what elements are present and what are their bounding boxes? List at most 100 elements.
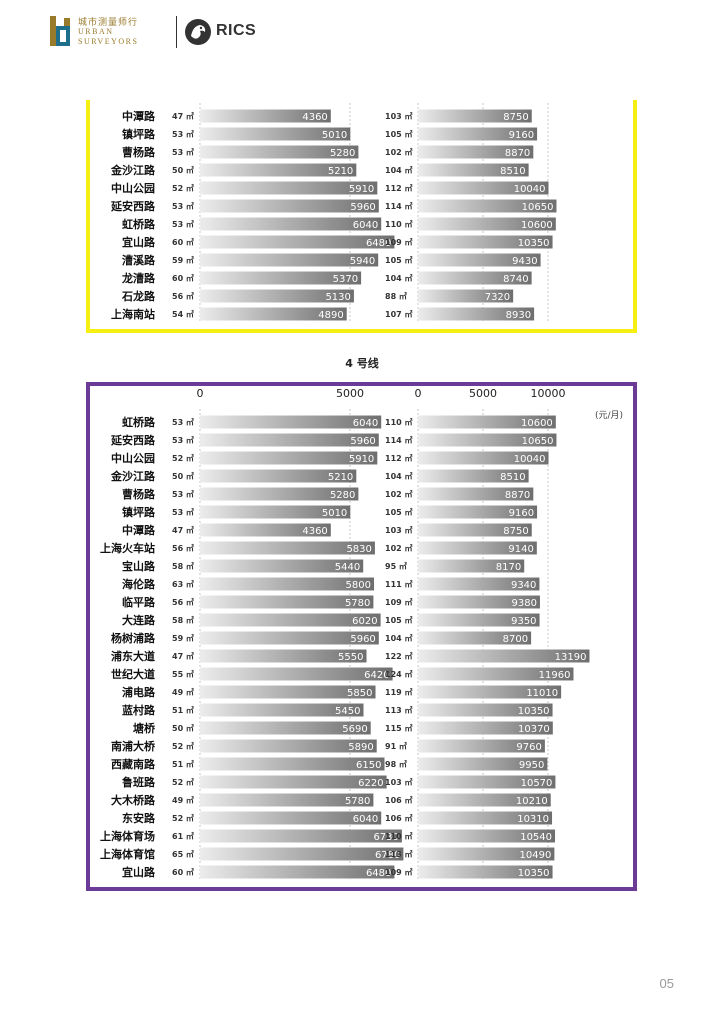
station-label: 中潭路: [122, 109, 156, 123]
data-label: 13190: [555, 652, 587, 663]
bar-right: [418, 217, 556, 231]
area-label: 47 ㎡: [172, 525, 194, 535]
station-label: 曹杨路: [122, 145, 156, 159]
bar-left: [200, 235, 395, 249]
bar-left: [200, 613, 381, 627]
data-label: 6730: [373, 832, 398, 843]
data-label: 6040: [353, 418, 378, 429]
bar-right: [418, 865, 553, 879]
bar-right: [418, 181, 549, 195]
area-label: 59 ㎡: [172, 255, 194, 265]
area-label: 47 ㎡: [172, 651, 194, 661]
data-label: 11960: [539, 670, 571, 681]
data-label: 5130: [325, 292, 350, 303]
data-label: 4890: [318, 310, 343, 321]
tick-label: 0: [415, 387, 422, 400]
bar-right: [418, 109, 532, 123]
right-area-label: 98 ㎡: [385, 759, 407, 769]
data-label: 10600: [521, 418, 553, 429]
data-label: 10310: [517, 814, 549, 825]
right-area-label: 115 ㎡: [385, 723, 412, 733]
data-label: 10210: [516, 796, 548, 807]
station-label: 大连路: [122, 613, 156, 627]
area-label: 53 ㎡: [172, 489, 194, 499]
station-label: 曹杨路: [122, 487, 156, 501]
station-label: 杨树浦路: [111, 631, 156, 645]
bar-right: [418, 451, 549, 465]
tick-label: 5000: [336, 387, 364, 400]
area-label: 53 ㎡: [172, 129, 194, 139]
right-area-label: 109 ㎡: [385, 597, 412, 607]
right-area-label: 109 ㎡: [385, 237, 412, 247]
area-label: 60 ㎡: [172, 273, 194, 283]
data-label: 5450: [335, 706, 360, 717]
chart-panel-top: [86, 100, 637, 333]
station-label: 金沙江路: [110, 469, 156, 483]
right-area-label: 106 ㎡: [385, 813, 412, 823]
bar-right: [418, 793, 551, 807]
bar-right: [418, 811, 553, 825]
area-label: 53 ㎡: [172, 507, 194, 517]
data-label: 5440: [335, 562, 360, 573]
data-label: 4360: [302, 112, 327, 123]
right-area-label: 103 ㎡: [385, 777, 412, 787]
bar-left: [200, 793, 374, 807]
bar-right: [418, 721, 553, 735]
area-label: 58 ㎡: [172, 561, 194, 571]
right-area-label: 122 ㎡: [385, 651, 412, 661]
bar-left: [200, 253, 379, 267]
unit-label: (元/月): [595, 410, 623, 421]
station-label: 上海火车站: [100, 541, 155, 555]
bar-left: [200, 199, 379, 213]
tick-label: 5000: [469, 387, 497, 400]
right-area-label: 111 ㎡: [385, 579, 412, 589]
bar-left: [200, 721, 371, 735]
station-label: 延安西路: [110, 433, 156, 447]
bar-left: [200, 703, 364, 717]
rics-logo: RICS: [184, 18, 334, 46]
station-label: 中山公园: [111, 451, 155, 465]
data-label: 9760: [516, 742, 541, 753]
bar-left: [200, 757, 385, 771]
urban-logo-mark-icon: [50, 16, 70, 46]
data-label: 5890: [348, 742, 373, 753]
right-area-label: 104 ㎡: [385, 633, 412, 643]
area-label: 53 ㎡: [172, 417, 194, 427]
right-area-label: 105 ㎡: [385, 507, 412, 517]
data-label: 5690: [342, 724, 367, 735]
data-label: 8870: [505, 148, 530, 159]
station-label: 宝山路: [122, 559, 156, 573]
page-number: 05: [659, 976, 674, 991]
data-label: 5780: [345, 796, 370, 807]
area-label: 54 ㎡: [172, 309, 194, 319]
data-label: 10570: [521, 778, 553, 789]
bar-right: [418, 289, 514, 303]
bar-left: [200, 595, 374, 609]
area-label: 58 ㎡: [172, 615, 194, 625]
area-label: 50 ㎡: [172, 723, 194, 733]
bar-right: [418, 739, 545, 753]
data-label: 10040: [514, 454, 546, 465]
data-label: 7320: [485, 292, 510, 303]
data-label: 9140: [508, 544, 533, 555]
right-area-label: 88 ㎡: [385, 291, 407, 301]
bar-left: [200, 415, 382, 429]
data-label: 6040: [353, 220, 378, 231]
bar-right: [418, 541, 537, 555]
bar-left: [200, 649, 367, 663]
tick-label: 10000: [531, 387, 566, 400]
urban-surveyors-logo: 城市测量师行 URBAN SURVEYORS: [50, 14, 168, 50]
bar-right: [418, 505, 538, 519]
data-label: 6480: [366, 868, 391, 879]
bar-left: [200, 505, 351, 519]
data-label: 8740: [503, 274, 528, 285]
bar-left: [200, 775, 387, 789]
bar-right: [418, 145, 534, 159]
bar-right: [418, 235, 553, 249]
station-label: 西藏南路: [111, 757, 156, 771]
bar-left: [200, 811, 382, 825]
station-label: 镇坪路: [122, 505, 156, 519]
bar-left: [200, 271, 362, 285]
right-area-label: 104 ㎡: [385, 165, 412, 175]
right-area-label: 91 ㎡: [385, 741, 407, 751]
